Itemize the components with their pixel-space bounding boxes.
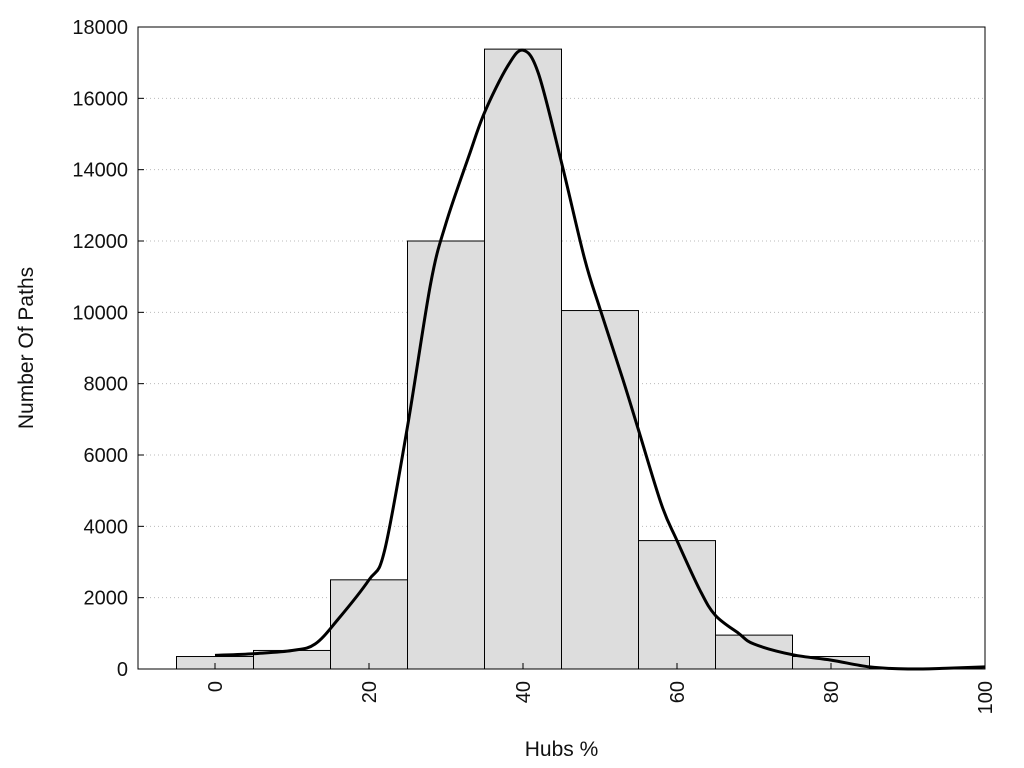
y-tick-label: 0 bbox=[117, 659, 128, 681]
y-tick-label: 4000 bbox=[84, 516, 129, 538]
y-tick-label: 18000 bbox=[72, 17, 128, 39]
x-tick-label: 100 bbox=[975, 681, 997, 714]
y-tick-label: 12000 bbox=[72, 231, 128, 253]
histogram-bars bbox=[176, 48, 947, 670]
density-curve bbox=[214, 48, 986, 671]
y-axis-label: Number Of Paths bbox=[15, 267, 38, 429]
histogram-bar bbox=[330, 579, 408, 670]
x-tick-label: 0 bbox=[205, 681, 227, 692]
y-tick-label: 16000 bbox=[72, 88, 128, 110]
x-tick-label: 40 bbox=[513, 681, 535, 703]
y-tick-label: 14000 bbox=[72, 160, 128, 182]
x-tick-label: 60 bbox=[667, 681, 689, 703]
density-curve-layer bbox=[214, 48, 986, 671]
histogram-bar bbox=[407, 240, 485, 670]
x-tick-label: 80 bbox=[821, 681, 843, 703]
y-tick-label: 10000 bbox=[72, 302, 128, 324]
y-tick-label: 6000 bbox=[84, 445, 129, 467]
y-tick-label: 8000 bbox=[84, 374, 129, 396]
y-tick-label: 2000 bbox=[84, 588, 129, 610]
histogram-bar bbox=[484, 48, 562, 670]
histogram-bar bbox=[561, 310, 639, 670]
axis-ticks: 0 2000 4000 6000 8000 10000 12000 14000 16000 180… bbox=[72, 17, 997, 714]
histogram-bar bbox=[638, 540, 716, 670]
x-tick-label: 20 bbox=[359, 681, 381, 703]
x-axis-label: Hubs % bbox=[525, 738, 599, 761]
plot-frame bbox=[137, 26, 986, 670]
